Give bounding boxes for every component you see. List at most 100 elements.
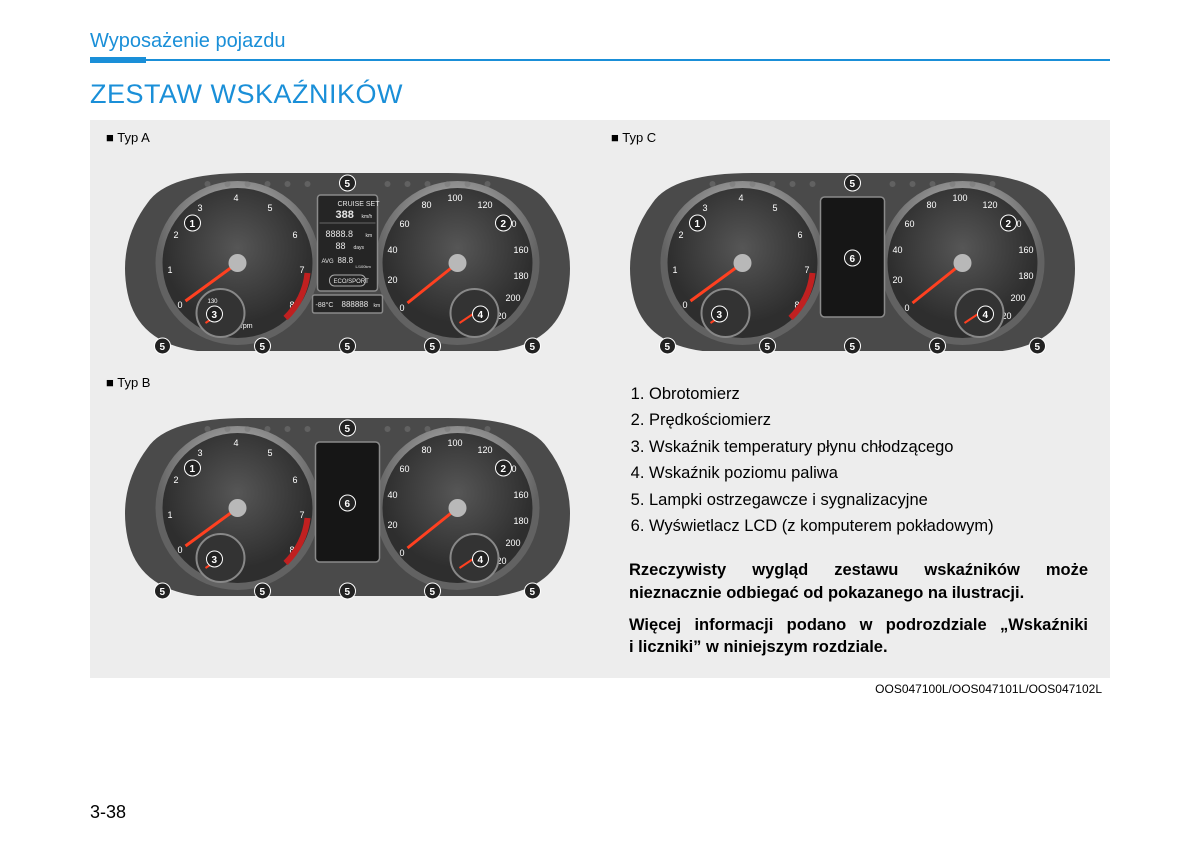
- svg-text:120: 120: [478, 200, 493, 210]
- svg-text:2: 2: [1006, 219, 1012, 230]
- svg-text:3: 3: [198, 448, 203, 458]
- tacho-hub: [229, 254, 247, 272]
- legend-item-4: Wskaźnik poziomu paliwa: [649, 460, 1088, 486]
- legend-list: Obrotomierz Prędkościomierz Wskaźnik tem…: [629, 381, 1088, 539]
- svg-text:5: 5: [430, 587, 436, 598]
- panel-type-c: Typ C 0 1 2 3 4 5 6 7 8 0 20: [609, 130, 1096, 363]
- svg-text:60: 60: [400, 219, 410, 229]
- svg-text:5: 5: [268, 448, 273, 458]
- svg-text:5: 5: [345, 587, 351, 598]
- svg-text:0: 0: [178, 545, 183, 555]
- svg-text:5: 5: [345, 179, 351, 190]
- panel-type-a: Typ A 0 1 2 3 4: [104, 130, 591, 363]
- image-reference: OOS047100L/OOS047101L/OOS047102L: [90, 682, 1110, 696]
- svg-text:5: 5: [160, 587, 166, 598]
- svg-text:2: 2: [501, 464, 507, 475]
- legend-item-5: Lampki ostrzegawcze i sygnalizacyjne: [649, 487, 1088, 513]
- svg-text:km: km: [374, 303, 381, 309]
- cluster-type-a: 0 1 2 3 4 5 6 7 8 x1000 rpm 130 0: [104, 153, 591, 363]
- svg-text:5: 5: [260, 587, 266, 598]
- svg-text:1: 1: [673, 265, 678, 275]
- type-b-label: Typ B: [104, 375, 591, 390]
- svg-text:6: 6: [850, 254, 856, 265]
- svg-text:3: 3: [212, 555, 218, 566]
- svg-text:5: 5: [268, 203, 273, 213]
- svg-text:1: 1: [168, 510, 173, 520]
- svg-text:4: 4: [983, 310, 989, 321]
- svg-text:180: 180: [514, 271, 529, 281]
- svg-text:200: 200: [1011, 293, 1026, 303]
- svg-text:100: 100: [448, 438, 463, 448]
- svg-text:3: 3: [212, 310, 218, 321]
- svg-text:180: 180: [514, 516, 529, 526]
- svg-text:40: 40: [893, 245, 903, 255]
- svg-text:5: 5: [765, 342, 771, 353]
- svg-text:1: 1: [190, 219, 196, 230]
- svg-text:120: 120: [478, 445, 493, 455]
- cluster-type-b: 0 1 2 3 4 5 6 7 8 0 20 40 60 80: [104, 398, 591, 608]
- svg-text:5: 5: [850, 179, 856, 190]
- svg-text:20: 20: [893, 275, 903, 285]
- note-1: Rzeczywisty wygląd zestawu wskaźników mo…: [629, 559, 1088, 604]
- svg-text:5: 5: [430, 342, 436, 353]
- svg-text:88.8: 88.8: [338, 256, 354, 265]
- header-rule: [90, 59, 1110, 61]
- svg-text:2: 2: [174, 475, 179, 485]
- svg-text:ECO/SPORT: ECO/SPORT: [334, 279, 370, 285]
- svg-text:1: 1: [695, 219, 701, 230]
- svg-text:5: 5: [260, 342, 266, 353]
- svg-text:7: 7: [805, 265, 810, 275]
- svg-text:88: 88: [336, 241, 346, 251]
- svg-text:40: 40: [388, 490, 398, 500]
- svg-text:4: 4: [234, 193, 239, 203]
- svg-text:km: km: [366, 233, 373, 239]
- legend-item-2: Prędkościomierz: [649, 407, 1088, 433]
- svg-text:180: 180: [1019, 271, 1034, 281]
- svg-text:2: 2: [174, 230, 179, 240]
- svg-text:1: 1: [168, 265, 173, 275]
- svg-text:5: 5: [160, 342, 166, 353]
- svg-text:-88°C: -88°C: [316, 301, 334, 309]
- panel-type-b: Typ B 0 1 2 3 4 5 6 7 8 0 20: [104, 375, 591, 668]
- svg-text:60: 60: [905, 219, 915, 229]
- svg-text:6: 6: [798, 230, 803, 240]
- svg-text:5: 5: [345, 342, 351, 353]
- svg-text:0: 0: [400, 303, 405, 313]
- page-number: 3-38: [90, 802, 126, 823]
- cluster-type-c: 0 1 2 3 4 5 6 7 8 0 20 40 60 80: [609, 153, 1096, 363]
- svg-text:80: 80: [927, 200, 937, 210]
- content-grid: Typ A 0 1 2 3 4: [90, 120, 1110, 678]
- section-title: ZESTAW WSKAŹNIKÓW: [90, 79, 1110, 110]
- svg-text:40: 40: [388, 245, 398, 255]
- svg-text:6: 6: [293, 230, 298, 240]
- svg-text:80: 80: [422, 200, 432, 210]
- svg-text:8888.8: 8888.8: [326, 229, 354, 239]
- svg-text:4: 4: [478, 555, 484, 566]
- svg-text:7: 7: [300, 510, 305, 520]
- svg-text:3: 3: [717, 310, 723, 321]
- svg-text:0: 0: [905, 303, 910, 313]
- type-c-label: Typ C: [609, 130, 1096, 145]
- svg-text:6: 6: [345, 499, 351, 510]
- svg-text:20: 20: [388, 275, 398, 285]
- legend-item-6: Wyświetlacz LCD (z komputerem pokładowym…: [649, 513, 1088, 539]
- svg-text:200: 200: [506, 293, 521, 303]
- svg-text:80: 80: [422, 445, 432, 455]
- svg-text:120: 120: [983, 200, 998, 210]
- svg-text:4: 4: [234, 438, 239, 448]
- svg-text:5: 5: [935, 342, 941, 353]
- svg-text:160: 160: [514, 245, 529, 255]
- svg-text:7: 7: [300, 265, 305, 275]
- svg-text:5: 5: [773, 203, 778, 213]
- svg-text:days: days: [354, 245, 365, 251]
- svg-text:0: 0: [178, 300, 183, 310]
- chapter-title: Wyposażenie pojazdu: [90, 30, 1110, 53]
- svg-text:5: 5: [345, 424, 351, 435]
- svg-text:km/h: km/h: [362, 214, 373, 220]
- svg-text:4: 4: [739, 193, 744, 203]
- svg-text:4: 4: [478, 310, 484, 321]
- svg-text:100: 100: [448, 193, 463, 203]
- svg-text:CRUISE SET: CRUISE SET: [338, 201, 381, 208]
- svg-text:160: 160: [1019, 245, 1034, 255]
- svg-text:388: 388: [336, 209, 354, 221]
